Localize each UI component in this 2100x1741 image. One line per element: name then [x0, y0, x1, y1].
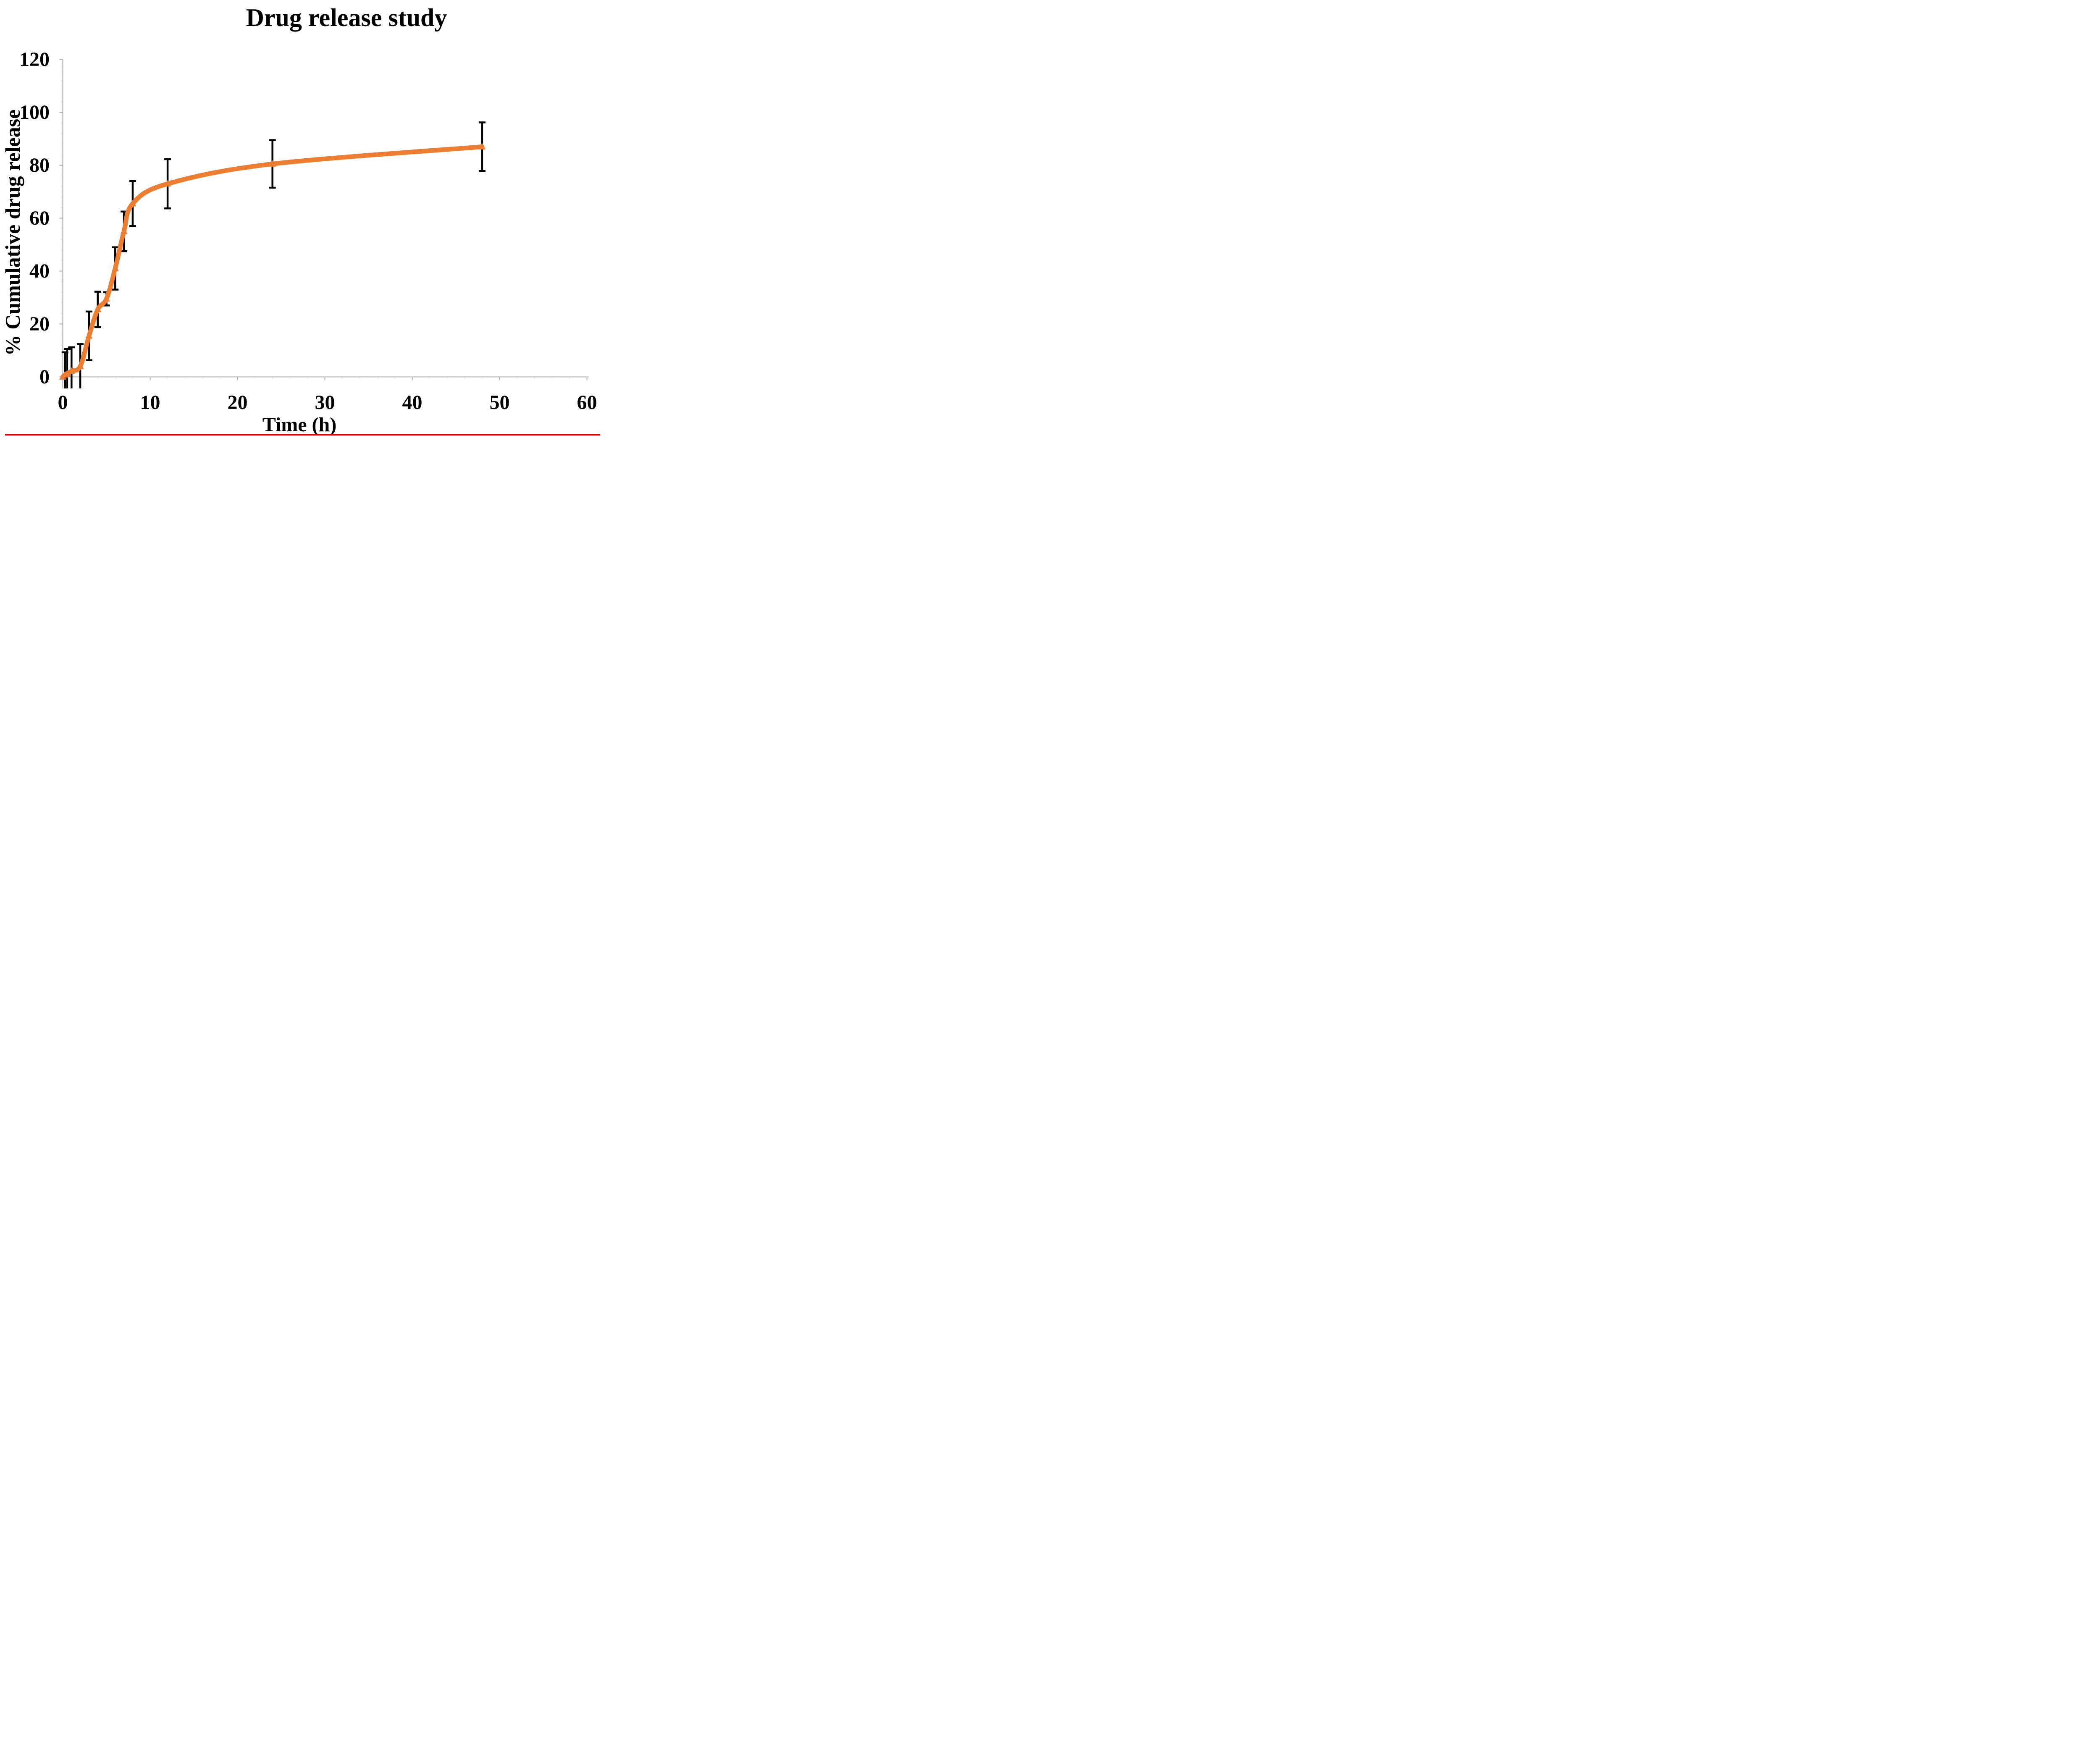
y-tick-label: 100	[19, 101, 50, 123]
data-point-marker	[129, 199, 136, 207]
data-point-marker	[63, 370, 71, 377]
x-tick-label: 30	[315, 391, 335, 414]
data-point-marker	[164, 180, 171, 187]
y-tick-label: 40	[29, 260, 50, 282]
x-tick-label: 40	[402, 391, 423, 414]
chart-title: Drug release study	[246, 4, 447, 31]
y-tick-label: 80	[29, 154, 50, 176]
data-point-marker	[120, 228, 128, 234]
x-tick-label: 60	[577, 391, 597, 414]
data-point-marker	[85, 332, 93, 339]
chart: Drug release study % Cumulative drug rel…	[0, 0, 600, 435]
y-tick-label: 0	[39, 365, 50, 388]
x-tick-label: 0	[58, 391, 68, 414]
plot-svg	[59, 59, 589, 388]
data-point-marker	[269, 160, 276, 167]
data-point-marker	[478, 143, 486, 149]
x-tick-label: 10	[140, 391, 160, 414]
x-tick-label: 50	[489, 391, 510, 414]
data-point-marker	[68, 367, 75, 374]
x-axis-title: Time (h)	[262, 414, 337, 435]
y-tick-label: 60	[29, 207, 50, 229]
x-tick-label: 20	[227, 391, 248, 414]
y-tick-label: 20	[29, 312, 50, 335]
data-point-marker	[111, 265, 119, 271]
bottom-accent-line	[5, 434, 600, 435]
data-point-marker	[94, 305, 102, 312]
data-point-marker	[103, 295, 110, 302]
y-tick-label: 120	[19, 48, 50, 71]
data-point-marker	[76, 362, 84, 369]
